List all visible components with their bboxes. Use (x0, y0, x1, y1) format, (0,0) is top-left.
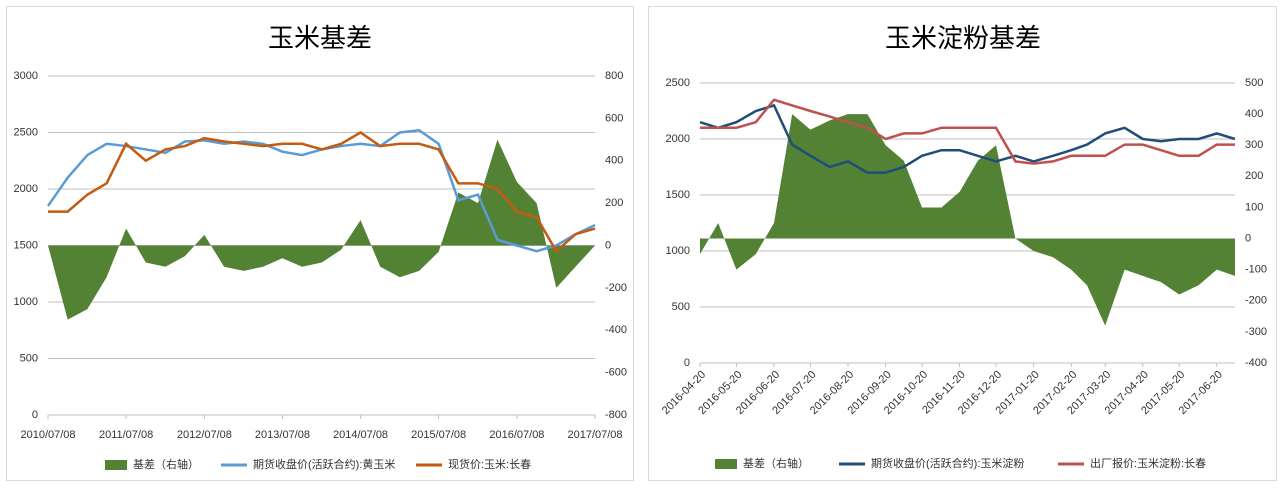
legend-swatch (105, 460, 127, 470)
y2-tick-label: 200 (605, 197, 623, 209)
price-line (700, 98, 1235, 165)
legend-swatch (715, 459, 737, 469)
x-tick-label: 2010/07/08 (20, 429, 75, 441)
y2-tick-label: -400 (1245, 357, 1267, 369)
chart-title: 玉米基差 (268, 23, 372, 53)
legend-label: 期货收盘价(活跃合约):玉米淀粉 (871, 456, 1024, 470)
y2-tick-label: -300 (1245, 326, 1267, 338)
y2-tick-label: 600 (605, 112, 623, 124)
y-tick-label: 0 (684, 357, 690, 369)
y2-tick-label: -200 (605, 282, 627, 294)
basis-area (48, 139, 595, 320)
price-line (699, 103, 1236, 174)
x-tick-label: 2017/07/08 (567, 429, 622, 441)
panel-border (6, 6, 634, 481)
y2-tick-label: -100 (1245, 264, 1267, 276)
y-tick-label: 2000 (14, 183, 38, 195)
y-tick-label: 2500 (14, 126, 38, 138)
y-tick-label: 500 (20, 352, 38, 364)
y-tick-label: 1000 (14, 296, 38, 308)
legend-label: 基差（右轴） (133, 457, 199, 471)
y2-tick-label: 200 (1245, 170, 1263, 182)
x-tick-label: 2015/07/08 (411, 429, 466, 441)
basis-area (700, 114, 1235, 326)
legend-label: 现货价:玉米:长春 (448, 457, 531, 471)
y-tick-label: 1000 (666, 245, 690, 257)
y2-tick-label: -600 (605, 367, 627, 379)
y2-tick-label: 300 (1245, 139, 1263, 151)
y2-tick-label: 0 (1245, 232, 1251, 244)
y2-tick-label: -200 (1245, 295, 1267, 307)
y-tick-label: 1500 (666, 189, 690, 201)
legend-label: 基差（右轴） (743, 456, 809, 470)
price-line (48, 131, 596, 254)
y-tick-label: 3000 (14, 70, 38, 82)
y2-tick-label: -800 (605, 409, 627, 421)
y-tick-label: 1500 (14, 239, 38, 251)
y2-tick-label: 400 (1245, 108, 1263, 120)
y2-tick-label: 400 (605, 155, 623, 167)
x-tick-label: 2011/07/08 (99, 429, 153, 441)
chart-title: 玉米淀粉基差 (885, 23, 1041, 53)
y-tick-label: 2500 (666, 77, 690, 89)
y-tick-label: 0 (32, 409, 38, 421)
x-tick-label: 2012/07/08 (177, 429, 232, 441)
legend-label: 期货收盘价(活跃合约):黄玉米 (253, 457, 395, 471)
x-tick-label: 2016/07/08 (489, 429, 544, 441)
y2-tick-label: 0 (605, 239, 611, 251)
y-tick-label: 500 (672, 301, 690, 313)
panel-border (648, 6, 1277, 481)
y2-tick-label: 500 (1245, 77, 1263, 89)
y-tick-label: 2000 (666, 133, 690, 145)
x-tick-label: 2013/07/08 (255, 429, 310, 441)
legend-label: 出厂报价:玉米淀粉:长春 (1090, 456, 1206, 470)
y2-tick-label: -400 (605, 324, 627, 336)
y2-tick-label: 800 (605, 70, 623, 82)
x-tick-label: 2014/07/08 (333, 429, 388, 441)
y2-tick-label: 100 (1245, 201, 1263, 213)
